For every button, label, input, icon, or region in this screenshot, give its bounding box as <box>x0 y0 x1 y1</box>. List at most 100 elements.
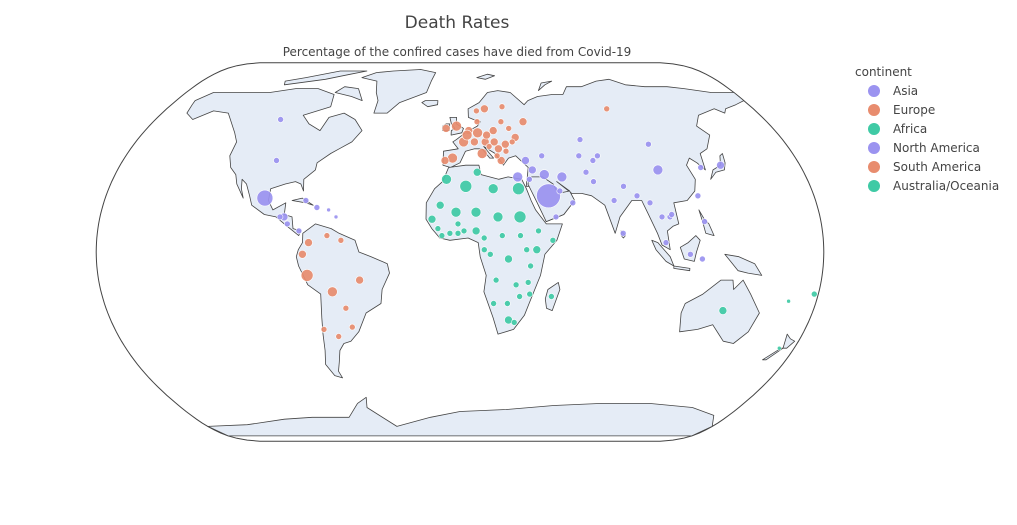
country-marker[interactable] <box>470 137 479 147</box>
country-marker[interactable] <box>619 230 627 237</box>
country-marker[interactable] <box>645 140 652 148</box>
country-marker[interactable] <box>482 130 491 140</box>
country-marker[interactable] <box>450 206 462 218</box>
country-marker[interactable] <box>476 148 488 159</box>
country-marker[interactable] <box>337 237 345 244</box>
country-marker[interactable] <box>497 118 505 125</box>
country-marker[interactable] <box>472 167 482 177</box>
country-marker[interactable] <box>523 246 531 253</box>
country-marker[interactable] <box>441 124 451 133</box>
country-marker[interactable] <box>460 227 468 235</box>
geo-map[interactable] <box>95 62 825 442</box>
country-marker[interactable] <box>786 298 791 304</box>
country-marker[interactable] <box>549 237 557 244</box>
legend-item[interactable]: Australia/Oceania <box>868 179 999 193</box>
country-marker[interactable] <box>300 269 314 282</box>
country-marker[interactable] <box>461 129 473 141</box>
country-marker[interactable] <box>569 199 577 207</box>
country-marker[interactable] <box>510 319 518 326</box>
country-marker[interactable] <box>440 156 450 165</box>
country-marker[interactable] <box>480 104 489 114</box>
country-marker[interactable] <box>603 105 611 113</box>
country-marker[interactable] <box>512 281 520 289</box>
country-marker[interactable] <box>776 345 782 351</box>
country-marker[interactable] <box>512 182 525 195</box>
country-marker[interactable] <box>576 136 584 143</box>
country-marker[interactable] <box>718 306 728 315</box>
country-marker[interactable] <box>485 143 493 150</box>
country-marker[interactable] <box>283 220 291 228</box>
country-marker[interactable] <box>516 293 523 300</box>
country-marker[interactable] <box>512 171 524 183</box>
country-marker[interactable] <box>438 232 446 239</box>
country-marker[interactable] <box>434 225 442 232</box>
country-marker[interactable] <box>451 120 462 132</box>
country-marker[interactable] <box>552 213 560 221</box>
country-marker[interactable] <box>277 116 284 123</box>
country-marker[interactable] <box>313 204 321 211</box>
country-marker[interactable] <box>589 157 597 164</box>
country-marker[interactable] <box>505 125 513 132</box>
country-marker[interactable] <box>498 232 506 239</box>
country-marker[interactable] <box>459 180 473 193</box>
country-marker[interactable] <box>256 189 274 207</box>
country-marker[interactable] <box>535 227 542 235</box>
country-marker[interactable] <box>323 232 331 239</box>
country-marker[interactable] <box>538 152 546 160</box>
country-marker[interactable] <box>694 192 702 200</box>
country-marker[interactable] <box>435 200 445 210</box>
country-marker[interactable] <box>521 156 530 165</box>
country-marker[interactable] <box>620 183 627 190</box>
country-marker[interactable] <box>527 262 534 270</box>
country-marker[interactable] <box>302 197 310 204</box>
country-marker[interactable] <box>504 300 511 307</box>
country-marker[interactable] <box>446 230 454 237</box>
country-marker[interactable] <box>304 238 313 247</box>
country-marker[interactable] <box>454 220 462 228</box>
country-marker[interactable] <box>517 232 524 239</box>
country-marker[interactable] <box>556 171 568 183</box>
country-marker[interactable] <box>471 226 481 236</box>
country-marker[interactable] <box>810 290 818 298</box>
country-marker[interactable] <box>490 300 497 307</box>
country-marker[interactable] <box>276 213 284 221</box>
country-marker[interactable] <box>326 207 331 213</box>
country-marker[interactable] <box>527 165 537 175</box>
legend-item[interactable]: Asia <box>868 84 918 98</box>
country-marker[interactable] <box>489 137 499 147</box>
country-marker[interactable] <box>498 103 506 110</box>
country-marker[interactable] <box>473 118 481 125</box>
country-marker[interactable] <box>668 211 676 218</box>
country-marker[interactable] <box>494 144 503 154</box>
country-marker[interactable] <box>295 227 303 235</box>
country-marker[interactable] <box>500 139 510 149</box>
country-marker[interactable] <box>473 107 480 115</box>
country-marker[interactable] <box>526 290 534 298</box>
country-marker[interactable] <box>610 197 618 204</box>
country-marker[interactable] <box>273 157 280 164</box>
country-marker[interactable] <box>633 192 641 200</box>
country-marker[interactable] <box>575 152 583 160</box>
country-marker[interactable] <box>508 138 516 146</box>
country-marker[interactable] <box>335 333 343 340</box>
country-marker[interactable] <box>487 183 499 194</box>
country-marker[interactable] <box>327 286 338 298</box>
legend-item[interactable]: South America <box>868 160 981 174</box>
country-marker[interactable] <box>298 250 307 259</box>
country-marker[interactable] <box>492 276 500 284</box>
country-marker[interactable] <box>556 187 564 195</box>
country-marker[interactable] <box>486 251 494 258</box>
country-marker[interactable] <box>697 164 705 171</box>
country-marker[interactable] <box>441 174 452 185</box>
country-marker[interactable] <box>470 206 482 218</box>
country-marker[interactable] <box>582 168 590 176</box>
country-marker[interactable] <box>502 147 510 155</box>
country-marker[interactable] <box>538 169 550 180</box>
country-marker[interactable] <box>662 239 670 246</box>
country-marker[interactable] <box>454 230 462 237</box>
country-marker[interactable] <box>348 323 356 331</box>
country-marker[interactable] <box>548 293 555 300</box>
country-marker[interactable] <box>524 279 532 286</box>
country-marker[interactable] <box>532 245 542 254</box>
legend-item[interactable]: North America <box>868 141 980 155</box>
